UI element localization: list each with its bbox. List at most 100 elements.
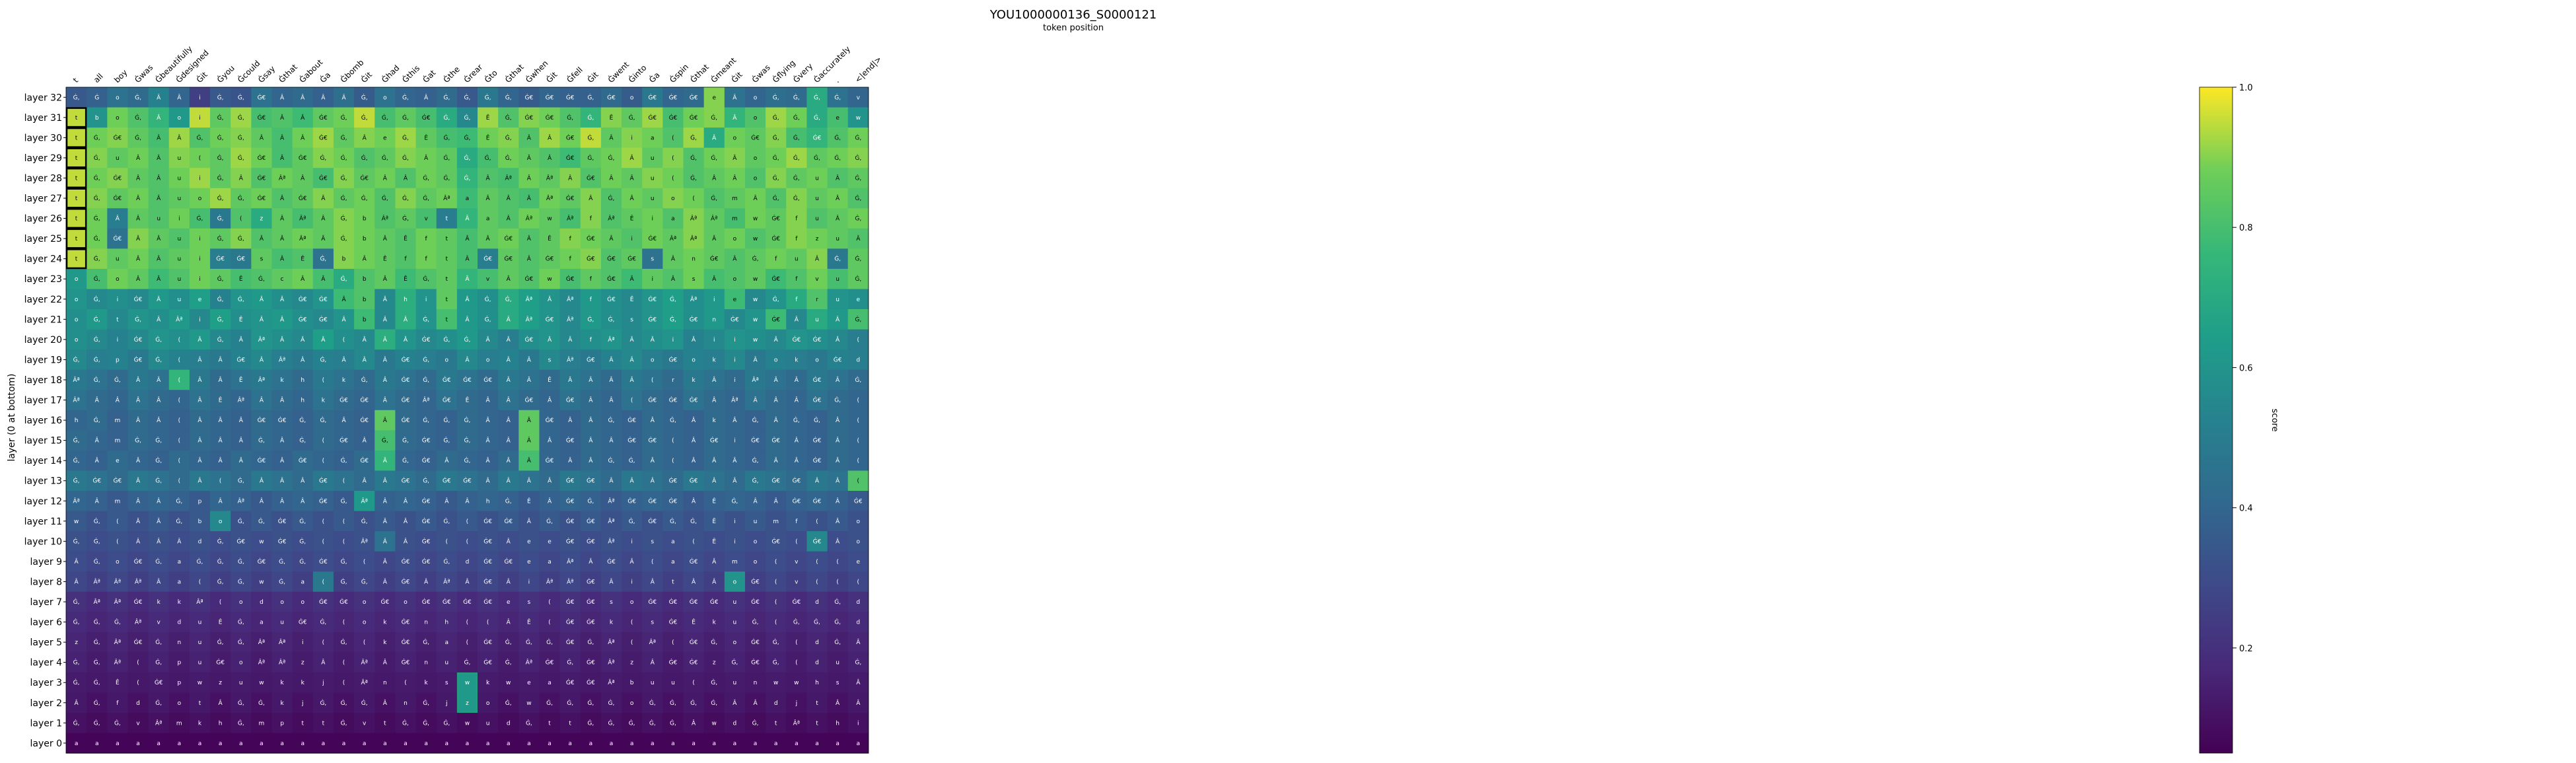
cell-label: u [836, 297, 840, 303]
heatmap-cell [622, 168, 643, 189]
cell-label: Ġ, [793, 619, 800, 626]
heatmap-cell [127, 390, 149, 411]
cell-label: Â [177, 93, 182, 101]
cell-label: Ġ, [94, 417, 100, 424]
heatmap-cell [251, 450, 272, 471]
heatmap-cell [519, 652, 540, 673]
cell-label: s [651, 538, 654, 545]
heatmap-cell [600, 127, 622, 149]
cell-label: k [383, 639, 387, 646]
cell-label: Ġ, [505, 639, 512, 646]
cell-label: Ġ, [485, 316, 491, 323]
cell-label: Ġ, [238, 235, 244, 242]
heatmap-cell [539, 87, 560, 108]
cell-label: Ġ, [629, 719, 635, 727]
cell-label: Ġ€ [813, 377, 822, 384]
cell-label: Ġ, [94, 215, 100, 223]
heatmap-cell [148, 531, 170, 552]
cell-label: Ġ€ [402, 478, 410, 485]
cell-label: Ġ, [814, 155, 820, 162]
heatmap-cell [415, 733, 437, 754]
heatmap-cell [210, 672, 231, 693]
cell-label: t [446, 316, 448, 323]
cell-label: z [301, 660, 304, 667]
heatmap-cell [498, 309, 519, 330]
heatmap-cell [478, 450, 499, 471]
heatmap-cell [662, 87, 684, 108]
cell-label: Ġ, [94, 235, 100, 242]
heatmap-cell [375, 228, 396, 249]
token-label: . [832, 77, 841, 85]
cell-label: s [548, 357, 552, 363]
heatmap-cell [662, 571, 684, 593]
cell-label: Ġ, [443, 94, 450, 101]
cell-label: Âª [505, 174, 512, 182]
heatmap-cell [539, 733, 560, 754]
heatmap-cell [806, 470, 828, 491]
cell-label: Â [157, 537, 161, 545]
heatmap-cell [189, 309, 211, 330]
heatmap-cell [559, 733, 581, 754]
heatmap-cell [107, 268, 128, 289]
cell-label: Â [712, 577, 717, 585]
cell-label: Â [136, 477, 141, 485]
cell-label: ( [178, 337, 181, 344]
cell-label: Ġ, [341, 639, 347, 646]
heatmap-cell [189, 692, 211, 713]
heatmap-cell [559, 87, 581, 108]
heatmap-cell [683, 248, 705, 270]
cell-label: Ġ€ [319, 478, 328, 485]
heatmap-cell [600, 571, 622, 593]
heatmap-cell [580, 349, 602, 371]
heatmap-cell [189, 531, 211, 552]
cell-label: Â [630, 154, 635, 162]
cell-label: ( [322, 639, 325, 646]
cell-label: u [733, 599, 737, 606]
heatmap-cell [354, 612, 375, 633]
heatmap-cell [498, 713, 519, 733]
heatmap-cell [478, 430, 499, 451]
heatmap-cell [683, 430, 705, 451]
heatmap-cell [251, 349, 272, 371]
cell-label: Ġ€ [483, 256, 492, 263]
cell-label: Â [692, 437, 696, 445]
heatmap-cell [478, 491, 499, 511]
heatmap-cell [66, 612, 87, 633]
highlight-box [65, 107, 87, 128]
cell-label: ( [322, 538, 325, 545]
heatmap-cell [251, 733, 272, 754]
layer-label: layer 15 [24, 436, 62, 447]
cell-label: ( [816, 579, 818, 585]
cell-label: Ê [424, 133, 428, 141]
cell-label: o [486, 357, 490, 363]
heatmap-cell [827, 470, 849, 491]
heatmap-cell [806, 713, 828, 733]
cell-label: a [733, 741, 737, 747]
heatmap-cell [148, 107, 170, 128]
heatmap-cell [622, 692, 643, 713]
cell-label: Ġ, [258, 275, 265, 283]
cell-label: Ġ€ [587, 619, 595, 626]
heatmap-cell [766, 591, 787, 612]
cell-label: ( [836, 559, 839, 565]
heatmap-cell [847, 369, 869, 390]
layer-label: layer 22 [24, 295, 62, 305]
heatmap-cell [642, 571, 663, 593]
cell-label: Ġ, [73, 356, 80, 363]
heatmap-cell [436, 410, 458, 431]
cell-label: Â [383, 376, 388, 384]
heatmap-cell [251, 329, 272, 350]
cell-label: Âª [546, 194, 553, 202]
heatmap-cell [87, 107, 108, 128]
cell-label: u [198, 660, 202, 667]
cell-label: Ġ, [793, 114, 800, 122]
heatmap-cell [827, 228, 849, 249]
cell-label: Â [424, 154, 429, 162]
heatmap-cell [827, 127, 849, 149]
cell-label: Âª [73, 376, 79, 384]
cell-label: s [260, 256, 264, 263]
cell-label: k [425, 680, 429, 686]
cell-label: t [569, 720, 571, 727]
cell-label: a [651, 135, 655, 141]
cell-label: a [671, 559, 675, 565]
